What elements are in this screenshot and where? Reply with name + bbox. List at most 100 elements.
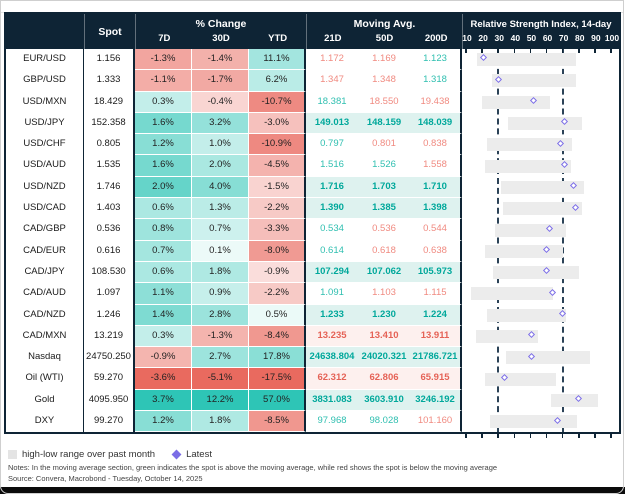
asset-column-header xyxy=(6,14,84,49)
spot-cell: 99.270 xyxy=(84,411,135,433)
pct-7d-cell: 1.2% xyxy=(135,134,192,156)
rsi-range-bar xyxy=(495,223,566,237)
legend: high-low range over past month Latest xyxy=(8,449,212,460)
ma-21d-cell: 62.312 xyxy=(306,368,358,390)
ma-50d-cell: 3603.910 xyxy=(358,389,410,412)
ma-200d-cell: 21786.721 xyxy=(410,347,462,369)
rsi-range-bar xyxy=(485,159,571,173)
ma-200d-cell: 1.224 xyxy=(410,304,462,326)
ma-200d-cell: 1.710 xyxy=(410,176,462,199)
pct-30d-cell: 1.8% xyxy=(192,411,249,433)
pct-30d-cell: -5.1% xyxy=(192,368,249,390)
asset-name-cell: DXY xyxy=(6,411,84,433)
pct-ytd-cell: -2.2% xyxy=(249,283,306,305)
pct-ytd-cell: 11.1% xyxy=(249,49,306,71)
spot-cell: 1.246 xyxy=(84,304,135,326)
ma-200d-cell: 1.318 xyxy=(410,70,462,92)
rsi-range-bar xyxy=(493,266,579,280)
rsi-range-bar xyxy=(477,53,576,67)
table-body: EUR/USD 1.156 -1.3% -1.4% 11.1% 1.172 1.169 1.1… xyxy=(6,49,619,439)
pct-change-subheaders: 7D 30D YTD xyxy=(136,31,306,49)
pct-30d-cell: -1.3% xyxy=(192,325,249,348)
rsi-tick-label: 80 xyxy=(575,33,585,43)
ma-21d-cell: 1.516 xyxy=(306,155,358,177)
rsi-oversold-line xyxy=(497,49,500,433)
pct-7d-cell: 1.1% xyxy=(135,283,192,305)
pct-7d-cell: -0.9% xyxy=(135,347,192,369)
ma-200d-cell: 0.544 xyxy=(410,219,462,241)
pct-ytd-cell: -10.7% xyxy=(249,91,306,113)
pct-30d-cell: -1.4% xyxy=(192,49,249,71)
spot-cell: 1.746 xyxy=(84,176,135,199)
ma-21d-cell: 0.797 xyxy=(306,134,358,156)
pct-30d-cell: 2.8% xyxy=(192,304,249,326)
pct-30d-cell: 1.0% xyxy=(192,134,249,156)
rsi-bottom-tick xyxy=(529,434,532,439)
spot-cell: 24750.250 xyxy=(84,347,135,369)
moving-avg-header: Moving Avg. xyxy=(353,18,416,30)
asset-name-cell: GBP/USD xyxy=(6,70,84,92)
rsi-range-bar xyxy=(486,308,566,322)
rsi-range-bar xyxy=(486,138,573,152)
asset-name-cell: Nasdaq xyxy=(6,347,84,369)
pct-ytd-cell: -3.0% xyxy=(249,112,306,135)
rsi-top-tick xyxy=(529,49,532,53)
pct-ytd-cell: -3.3% xyxy=(249,219,306,241)
ma-50d-cell: 1.385 xyxy=(358,198,410,220)
spot-cell: 0.536 xyxy=(84,219,135,241)
fx-dashboard-table: Spot % Change 7D 30D YTD Moving Avg. 21D… xyxy=(4,12,621,439)
table-row: CAD/NZD 1.246 1.4% 2.8% 0.5% 1.233 1.230 1.224 xyxy=(6,304,619,326)
rsi-top-tick xyxy=(545,49,548,53)
table-row: USD/MXN 18.429 0.3% -0.4% -10.7% 18.381 18.550… xyxy=(6,91,619,113)
rsi-tick-label: 90 xyxy=(591,33,601,43)
ma-200d-cell: 65.915 xyxy=(410,368,462,390)
ma-21d-cell: 24638.804 xyxy=(306,347,358,369)
asset-name-cell: USD/JPY xyxy=(6,112,84,135)
pct-subheader-7d: 7D xyxy=(158,33,171,44)
ma-subheader-21d: 21D xyxy=(324,33,342,44)
pct-30d-cell: 2.0% xyxy=(192,155,249,177)
ma-200d-cell: 3246.192 xyxy=(410,389,462,412)
ma-21d-cell: 149.013 xyxy=(306,112,358,135)
ma-50d-cell: 0.618 xyxy=(358,241,410,262)
moving-avg-header-group: Moving Avg. 21D 50D 200D xyxy=(306,14,462,49)
ma-200d-cell: 1.558 xyxy=(410,155,462,177)
spot-cell: 13.219 xyxy=(84,325,135,348)
rsi-tick-label: 70 xyxy=(558,33,569,43)
pct-7d-cell: 1.6% xyxy=(135,155,192,177)
table-row: Nasdaq 24750.250 -0.9% 2.7% 17.8% 24638.804 24… xyxy=(6,347,619,369)
rsi-tick-label: 100 xyxy=(604,33,620,43)
rsi-latest-marker-diamond-icon xyxy=(549,288,557,296)
rsi-overbought-line xyxy=(561,49,564,433)
ma-21d-cell: 1.172 xyxy=(306,49,358,71)
rsi-top-tick xyxy=(481,49,483,53)
pct-7d-cell: 0.3% xyxy=(135,325,192,348)
rsi-tick-label: 10 xyxy=(462,33,472,43)
ma-21d-cell: 107.294 xyxy=(306,261,358,284)
ma-21d-cell: 13.235 xyxy=(306,325,358,348)
ma-50d-cell: 1.230 xyxy=(358,304,410,326)
rsi-range-bar xyxy=(470,287,553,301)
rsi-top-tick xyxy=(497,49,499,53)
ma-50d-cell: 1.169 xyxy=(358,49,410,71)
rsi-bottom-tick xyxy=(481,434,483,439)
ma-21d-cell: 1.347 xyxy=(306,70,358,92)
pct-7d-cell: 0.6% xyxy=(135,261,192,284)
rsi-bottom-tick xyxy=(610,434,612,439)
asset-name-cell: CAD/GBP xyxy=(6,219,84,241)
ma-50d-cell: 24020.321 xyxy=(358,347,410,369)
pct-7d-cell: 0.3% xyxy=(135,91,192,113)
ma-50d-cell: 1.526 xyxy=(358,155,410,177)
source-text: Source: Convera, Macrobond - Tuesday, Oc… xyxy=(8,474,203,483)
ma-21d-cell: 0.534 xyxy=(306,219,358,241)
rsi-top-tick xyxy=(578,49,580,53)
pct-ytd-cell: 57.0% xyxy=(249,389,306,412)
ma-50d-cell: 0.801 xyxy=(358,134,410,156)
pct-ytd-cell: -4.5% xyxy=(249,155,306,177)
rsi-top-tick xyxy=(513,49,516,53)
ma-21d-cell: 0.614 xyxy=(306,241,358,262)
rsi-range-bar xyxy=(485,372,557,386)
ma-50d-cell: 1.103 xyxy=(358,283,410,305)
pct-7d-cell: 2.0% xyxy=(135,176,192,199)
pct-30d-cell: 2.7% xyxy=(192,347,249,369)
